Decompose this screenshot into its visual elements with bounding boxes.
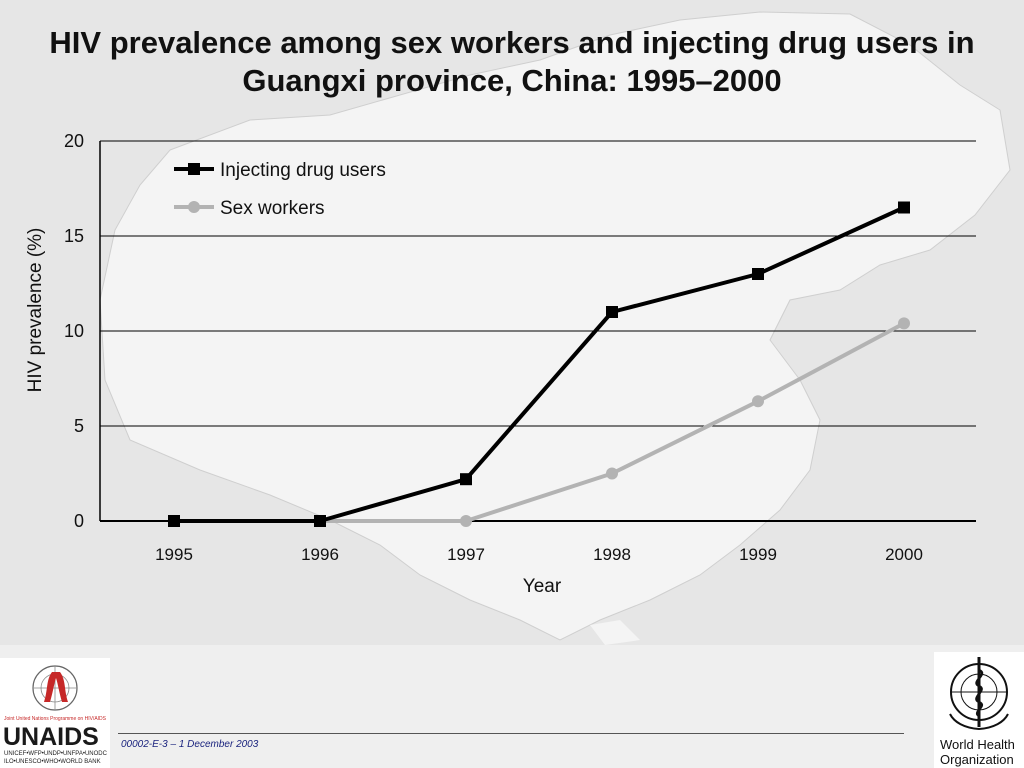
gridlines [100, 140, 976, 427]
x-tick-label: 1997 [447, 545, 485, 564]
data-point [460, 515, 472, 527]
data-point [460, 473, 472, 486]
slide-background [99, 11, 1011, 645]
who-logo: World Health Organization [934, 652, 1024, 768]
y-tick-label: 10 [64, 321, 84, 341]
x-tick-label: 1995 [155, 545, 193, 564]
x-tick-label: 1996 [301, 545, 339, 564]
series-layer [168, 201, 910, 527]
unaids-partners-line2: ILO•UNESCO•WHO•WORLD BANK [4, 759, 101, 765]
legend: Injecting drug users Sex workers [174, 160, 386, 219]
series-line [174, 205, 905, 523]
unaids-partners-line1: UNICEF•WFP•UNDP•UNFPA•UNODC [4, 751, 107, 757]
x-tick-label: 1999 [739, 545, 777, 564]
y-tick-labels: 0 5 10 15 20 [64, 131, 84, 531]
y-tick-label: 15 [64, 226, 84, 246]
legend-label: Sex workers [220, 198, 325, 219]
x-tick-label: 1998 [593, 545, 631, 564]
china-map-silhouette [99, 11, 1011, 645]
line-chart: 0 5 10 15 20 1995 1996 1997 1998 1999 2000 Year H… [25, 131, 976, 597]
unaids-logo: Joint United Nations Programme on HIV/AI… [0, 658, 110, 768]
data-point [606, 467, 618, 480]
who-name-line1: World Health [940, 737, 1015, 752]
legend-swatch-marker [188, 201, 200, 213]
series-line [320, 321, 905, 523]
legend-swatch-marker [188, 163, 200, 175]
y-tick-label: 5 [74, 416, 84, 436]
legend-label: Injecting drug users [220, 160, 386, 181]
data-point [606, 306, 618, 318]
data-point [314, 515, 326, 527]
footer [0, 645, 1024, 768]
x-axis-title: Year [523, 576, 562, 597]
y-axis-title: HIV prevalence (%) [25, 228, 46, 393]
slide-title: HIV prevalence among sex workers and inj… [49, 25, 975, 98]
x-tick-label: 2000 [885, 545, 923, 564]
x-tick-labels: 1995 1996 1997 1998 1999 2000 [155, 545, 923, 564]
footer-divider [118, 733, 904, 734]
y-tick-label: 0 [74, 511, 84, 531]
who-name-line2: Organization [940, 752, 1014, 767]
who-emblem-icon [949, 657, 1009, 731]
data-point [168, 515, 180, 527]
data-point [752, 268, 764, 280]
y-tick-label: 20 [64, 131, 84, 151]
unaids-tagline: Joint United Nations Programme on HIV/AI… [4, 716, 106, 722]
slide-code: 00002-E-3 – 1 December 2003 [121, 739, 259, 750]
unaids-name: UNAIDS [3, 723, 99, 751]
data-point [752, 395, 764, 408]
un-emblem-icon [32, 665, 78, 711]
data-point [898, 317, 910, 330]
data-point [898, 201, 910, 214]
